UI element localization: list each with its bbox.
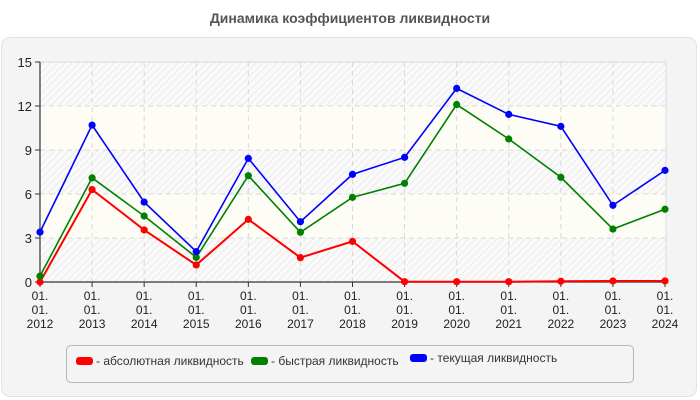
legend-swatch-blue bbox=[410, 354, 427, 362]
data-point[interactable] bbox=[88, 186, 96, 194]
data-point[interactable] bbox=[296, 228, 305, 236]
data-point[interactable] bbox=[348, 193, 357, 201]
data-point[interactable] bbox=[348, 237, 357, 245]
data-point[interactable] bbox=[505, 135, 513, 143]
x-tick-label: 01. 01. 2016 bbox=[235, 289, 262, 331]
legend-label: - абсолютная ликвидность bbox=[96, 354, 244, 368]
y-tick-label: 6 bbox=[25, 187, 32, 202]
data-point[interactable] bbox=[296, 218, 305, 226]
x-tick-label: 01. 01. 2013 bbox=[79, 289, 106, 331]
legend-item-absolute: - абсолютная ликвидность bbox=[76, 354, 244, 368]
data-point[interactable] bbox=[140, 212, 148, 220]
y-axis-labels: 0 3 6 9 12 15 bbox=[18, 55, 32, 290]
x-tick-label: 01. 01. 2022 bbox=[547, 289, 574, 331]
data-point[interactable] bbox=[661, 277, 669, 285]
x-tick-label: 01. 01. 2024 bbox=[652, 289, 679, 331]
data-point[interactable] bbox=[505, 278, 513, 286]
data-point[interactable] bbox=[453, 84, 461, 92]
data-point[interactable] bbox=[400, 179, 409, 187]
data-point[interactable] bbox=[400, 153, 409, 161]
y-tick-label: 3 bbox=[25, 231, 32, 246]
data-point[interactable] bbox=[88, 174, 96, 182]
grid-lines bbox=[40, 61, 666, 282]
x-tick-label: 01. 01. 2015 bbox=[183, 289, 210, 331]
data-point[interactable] bbox=[557, 277, 565, 285]
data-point[interactable] bbox=[36, 278, 44, 286]
legend-label: - текущая ликвидность bbox=[430, 351, 558, 365]
series-2 bbox=[36, 84, 669, 256]
x-tick-label: 01. 01. 2017 bbox=[287, 289, 314, 331]
x-tick-label: 01. 01. 2020 bbox=[443, 289, 470, 331]
x-tick-label: 01. 01. 2018 bbox=[339, 289, 366, 331]
legend-item-current: - текущая ликвидность bbox=[410, 351, 557, 365]
y-tick-label: 15 bbox=[18, 55, 32, 70]
data-point[interactable] bbox=[140, 198, 148, 206]
data-point[interactable] bbox=[36, 228, 44, 236]
legend-swatch-green bbox=[251, 357, 268, 365]
data-point[interactable] bbox=[244, 154, 252, 162]
data-point[interactable] bbox=[609, 277, 617, 285]
data-point[interactable] bbox=[400, 278, 409, 286]
x-axis-labels: 01. 01. 2012 01. 01. 2013 01. 01. 2014 01. 01. 2015… bbox=[27, 289, 679, 331]
data-point[interactable] bbox=[296, 254, 305, 262]
data-point[interactable] bbox=[609, 201, 617, 209]
data-point[interactable] bbox=[661, 166, 669, 174]
legend-item-quick: - быстрая ликвидность bbox=[251, 354, 399, 368]
data-series bbox=[36, 84, 669, 286]
data-point[interactable] bbox=[140, 226, 148, 234]
legend: - абсолютная ликвидность - быстрая ликви… bbox=[66, 345, 634, 383]
data-point[interactable] bbox=[192, 248, 200, 256]
data-point[interactable] bbox=[348, 170, 357, 178]
data-point[interactable] bbox=[557, 122, 565, 130]
legend-swatch-red bbox=[76, 357, 93, 365]
series-1 bbox=[36, 100, 669, 280]
data-point[interactable] bbox=[244, 172, 252, 180]
data-point[interactable] bbox=[505, 110, 513, 118]
data-point[interactable] bbox=[88, 121, 96, 129]
x-tick-label: 01. 01. 2021 bbox=[495, 289, 522, 331]
data-point[interactable] bbox=[244, 215, 252, 223]
data-point[interactable] bbox=[557, 173, 565, 181]
y-tick-label: 12 bbox=[18, 99, 32, 114]
x-tick-label: 01. 01. 2014 bbox=[131, 289, 158, 331]
data-point[interactable] bbox=[453, 278, 461, 286]
x-tick-label: 01. 01. 2023 bbox=[600, 289, 627, 331]
series-0 bbox=[36, 186, 669, 286]
data-point[interactable] bbox=[36, 272, 44, 280]
y-tick-label: 9 bbox=[25, 143, 32, 158]
data-point[interactable] bbox=[192, 253, 200, 261]
x-tick-label: 01. 01. 2019 bbox=[391, 289, 418, 331]
data-point[interactable] bbox=[609, 225, 617, 233]
x-tick-label: 01. 01. 2012 bbox=[27, 289, 54, 331]
data-point[interactable] bbox=[661, 205, 669, 213]
data-point[interactable] bbox=[192, 261, 200, 269]
data-point[interactable] bbox=[453, 100, 461, 109]
legend-label: - быстрая ликвидность bbox=[271, 354, 399, 368]
y-tick-label: 0 bbox=[25, 275, 32, 290]
chart-title: Динамика коэффициентов ликвидности bbox=[209, 10, 491, 26]
